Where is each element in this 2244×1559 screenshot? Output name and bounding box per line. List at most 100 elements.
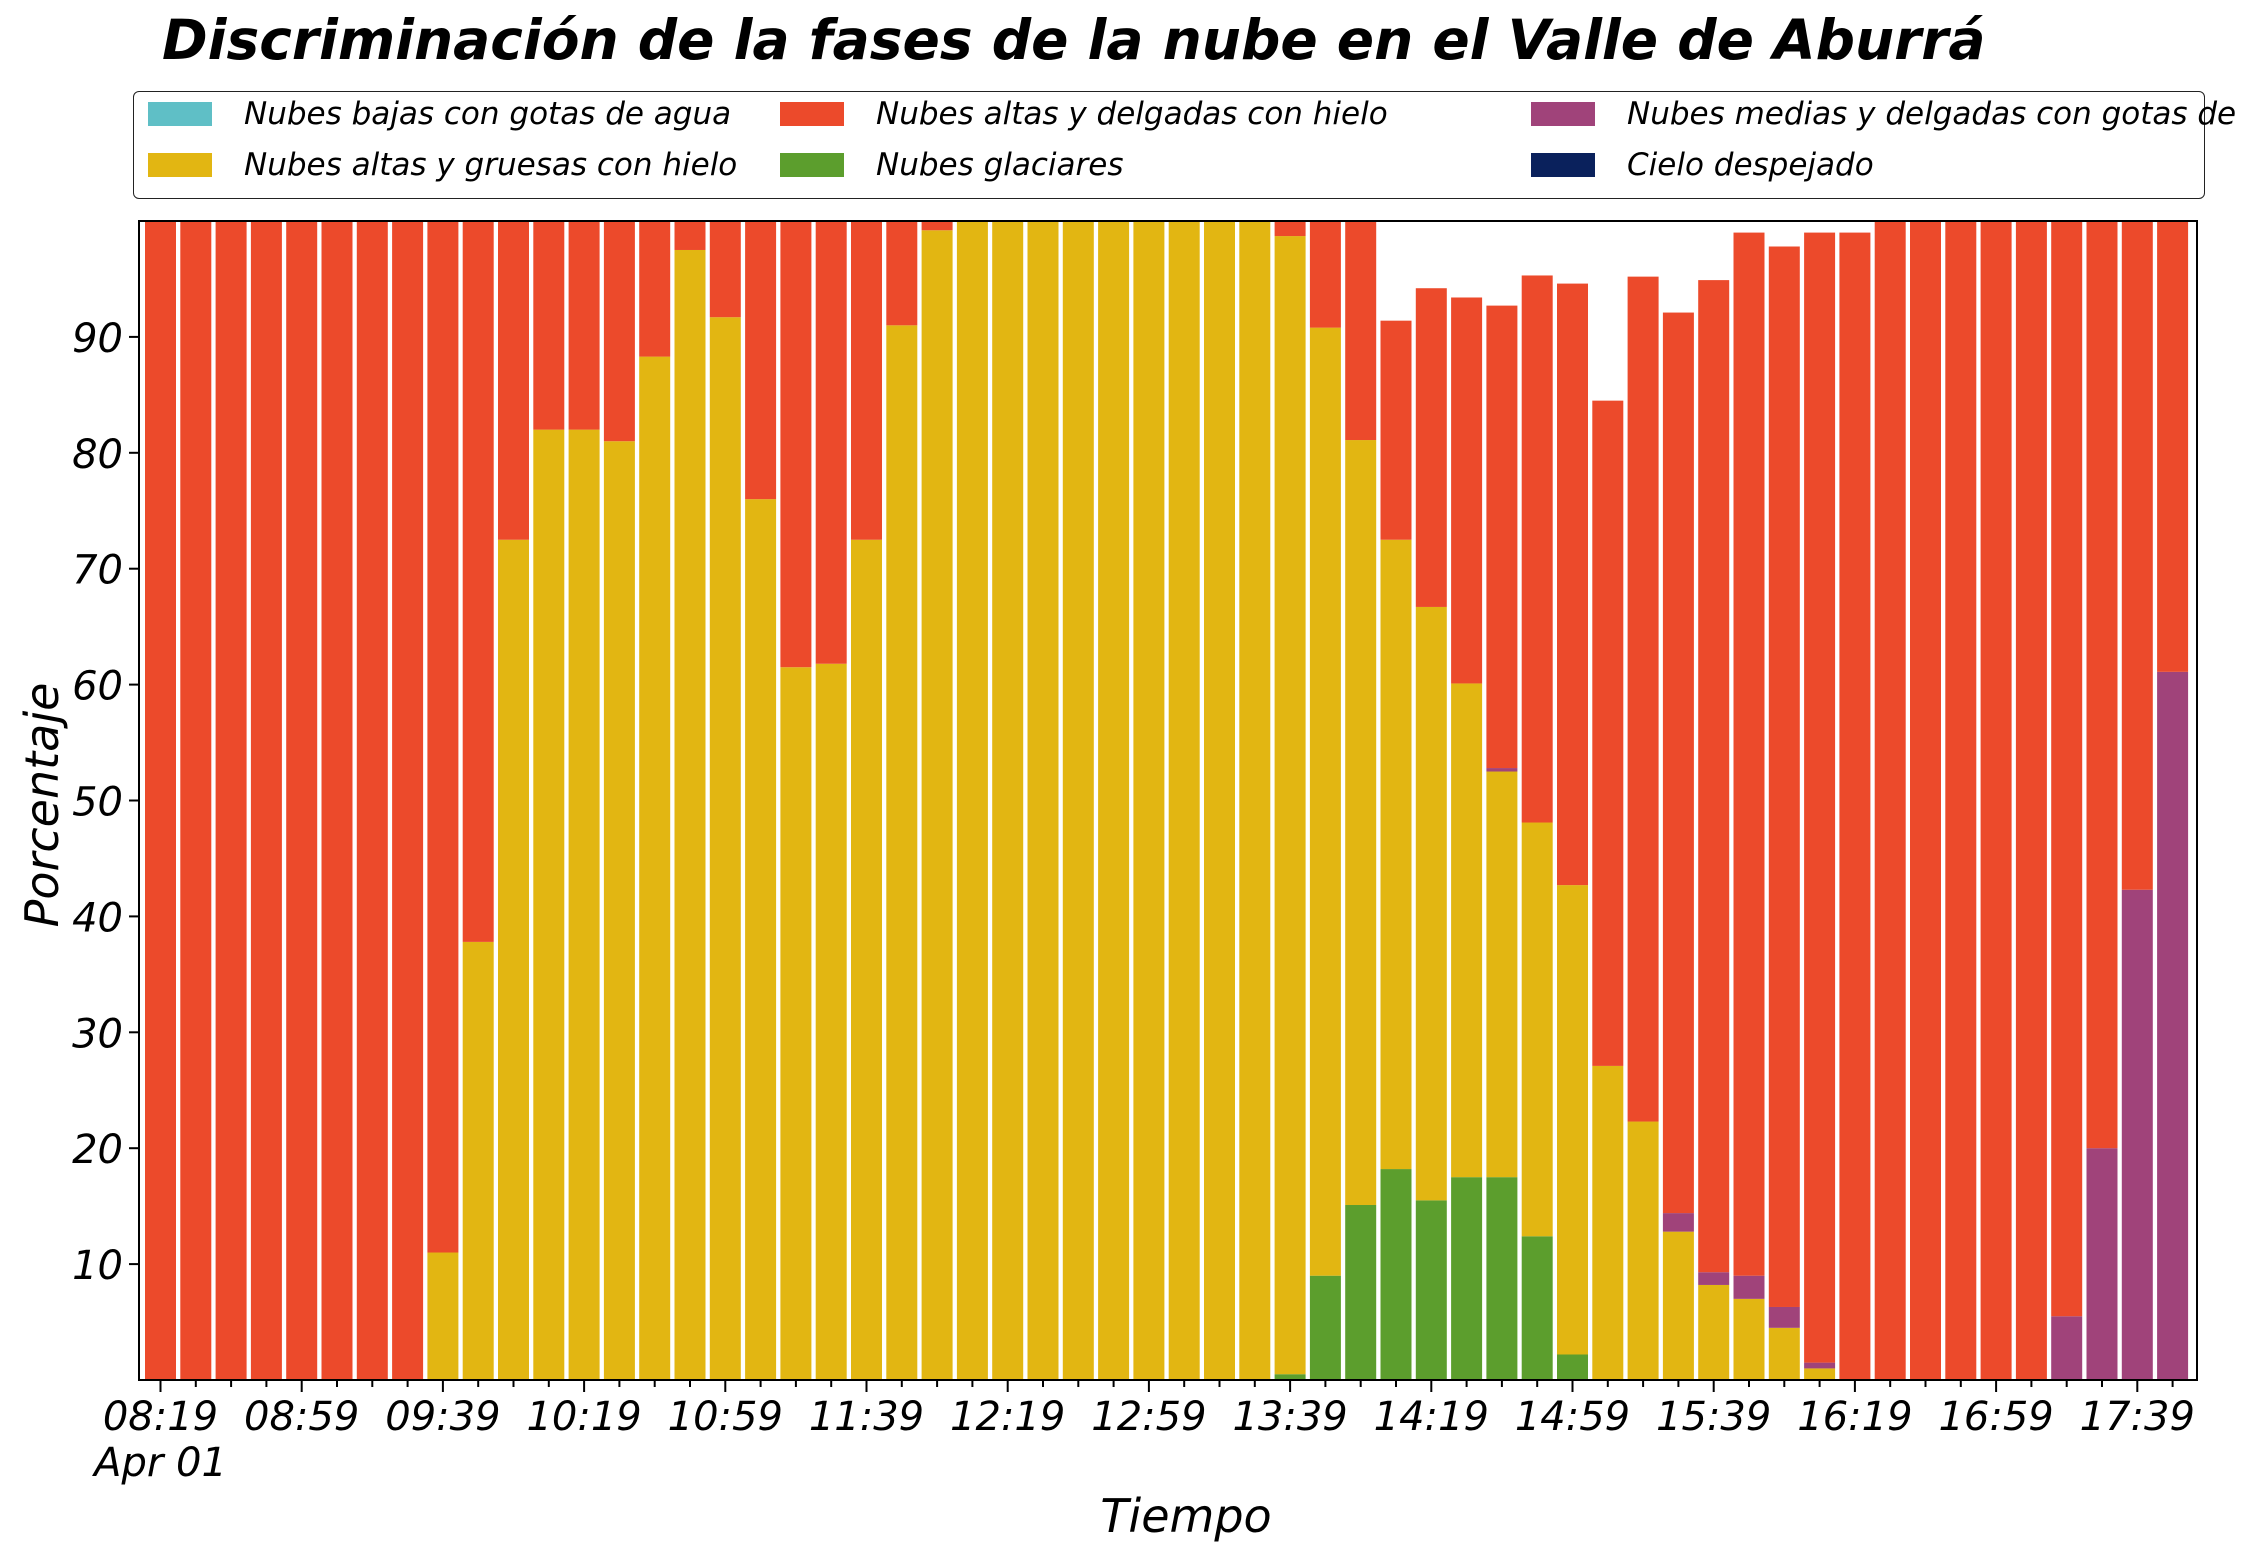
bar-nubes-altas-y-delgadas-con-hielo-0819 (145, 221, 176, 1380)
legend-item-nubes-glaciares: Nubes glaciares (780, 145, 1124, 185)
bar-nubes-altas-y-gruesas-con-hielo-1339 (1274, 236, 1306, 1375)
bar-nubes-altas-y-gruesas-con-hielo-1239 (1062, 221, 1094, 1380)
chart-legend: Nubes bajas con gotas de agua Nubes altas… (133, 91, 2244, 199)
bar-nubes-altas-y-delgadas-con-hielo-1659 (1980, 221, 2012, 1380)
bar-nubes-altas-y-gruesas-con-hielo-1119 (780, 667, 812, 1380)
y-tick-label: 10 (72, 1243, 123, 1289)
bar-nubes-medias-y-delgadas-con-gotas-de-agua-1559 (1768, 1306, 1800, 1328)
legend-swatch (1531, 102, 1595, 126)
x-tick-label: 14:59 (1515, 1394, 1630, 1440)
legend-item-nubes-altas-y-delgadas-con-hielo: Nubes altas y delgadas con hielo (780, 94, 1388, 134)
bar-nubes-altas-y-delgadas-con-hielo-1539 (1698, 280, 1730, 1273)
bar-nubes-altas-y-delgadas-con-hielo-1359 (1345, 221, 1377, 441)
x-tick-label: 09:39 (385, 1394, 500, 1440)
bar-nubes-altas-y-delgadas-con-hielo-1519 (1627, 276, 1659, 1122)
bar-nubes-altas-y-delgadas-con-hielo-1029 (603, 221, 635, 442)
legend-item-nubes-bajas-con-gotas-de-agua: Nubes bajas con gotas de agua (148, 94, 731, 134)
bar-nubes-altas-y-delgadas-con-hielo-1039 (639, 221, 671, 357)
bar-nubes-medias-y-delgadas-con-gotas-de-agua-1549 (1733, 1275, 1765, 1299)
bar-nubes-altas-y-delgadas-con-hielo-1059 (709, 221, 741, 318)
bar-nubes-glaciares-1409 (1380, 1169, 1412, 1380)
bar-nubes-altas-y-gruesas-con-hielo-1529 (1662, 1231, 1694, 1380)
bar-nubes-altas-y-delgadas-con-hielo-1509 (1592, 400, 1624, 1066)
x-tick-label: 10:19 (526, 1394, 641, 1440)
bar-nubes-altas-y-gruesas-con-hielo-1059 (709, 317, 741, 1381)
x-tick-label: 15:39 (1656, 1394, 1771, 1440)
bar-nubes-altas-y-gruesas-con-hielo-0939 (427, 1252, 459, 1380)
bar-nubes-medias-y-delgadas-con-gotas-de-agua-1719 (2051, 1316, 2083, 1380)
y-tick-label: 90 (72, 316, 123, 362)
bar-nubes-altas-y-gruesas-con-hielo-1249 (1098, 221, 1130, 1380)
bar-nubes-altas-y-gruesas-con-hielo-1419 (1415, 606, 1447, 1201)
bar-nubes-altas-y-delgadas-con-hielo-1449 (1521, 275, 1553, 823)
chart-title: Discriminación de la fases de la nube en… (162, 8, 1986, 72)
bar-nubes-medias-y-delgadas-con-gotas-de-agua-1749 (2157, 671, 2189, 1380)
bar-nubes-altas-y-delgadas-con-hielo-1709 (2015, 221, 2047, 1380)
x-axis-label: Tiempo (1100, 1489, 1271, 1543)
bar-nubes-altas-y-gruesas-con-hielo-1549 (1733, 1298, 1765, 1380)
bar-nubes-altas-y-delgadas-con-hielo-1649 (1945, 221, 1977, 1380)
bar-nubes-glaciares-1439 (1486, 1177, 1518, 1380)
bar-nubes-altas-y-delgadas-con-hielo-0919 (356, 221, 388, 1380)
y-tick-label: 50 (72, 780, 123, 826)
bar-nubes-altas-y-delgadas-con-hielo-1749 (2157, 221, 2189, 672)
legend-swatch (780, 102, 844, 126)
bar-nubes-altas-y-delgadas-con-hielo-1629 (1874, 221, 1906, 1380)
bar-nubes-altas-y-delgadas-con-hielo-1429 (1451, 297, 1483, 684)
bar-nubes-altas-y-delgadas-con-hielo-1049 (674, 221, 706, 250)
bars-layer (145, 221, 2189, 1381)
bar-nubes-altas-y-delgadas-con-hielo-1609 (1804, 232, 1836, 1363)
bar-nubes-altas-y-delgadas-con-hielo-0839 (215, 221, 247, 1380)
bar-nubes-altas-y-delgadas-con-hielo-1409 (1380, 320, 1412, 540)
legend-label: Nubes medias y delgadas con gotas de agu… (1627, 96, 2244, 132)
bar-nubes-altas-y-gruesas-con-hielo-1149 (886, 325, 918, 1380)
bar-nubes-altas-y-delgadas-con-hielo-1559 (1768, 246, 1800, 1307)
legend-item-nubes-medias-y-delgadas-con-gotas-de-agua: Nubes medias y delgadas con gotas de agu… (1531, 94, 2244, 134)
bar-nubes-altas-y-gruesas-con-hielo-1559 (1768, 1327, 1800, 1381)
bar-nubes-altas-y-delgadas-con-hielo-1549 (1733, 232, 1765, 1276)
bar-nubes-altas-y-delgadas-con-hielo-0849 (250, 221, 282, 1380)
bar-nubes-altas-y-gruesas-con-hielo-1209 (956, 221, 988, 1380)
bar-nubes-altas-y-delgadas-con-hielo-1619 (1839, 232, 1871, 1381)
legend-label: Nubes altas y delgadas con hielo (876, 96, 1388, 132)
bar-nubes-altas-y-gruesas-con-hielo-1259 (1133, 221, 1165, 1380)
y-tick-label: 30 (72, 1011, 123, 1057)
x-tick-label: 17:39 (2080, 1394, 2195, 1440)
bar-nubes-glaciares-1429 (1451, 1177, 1483, 1380)
bar-nubes-altas-y-delgadas-con-hielo-1019 (568, 221, 600, 430)
bar-nubes-glaciares-1449 (1521, 1236, 1553, 1380)
bar-nubes-altas-y-delgadas-con-hielo-1719 (2051, 221, 2083, 1317)
bar-nubes-altas-y-delgadas-con-hielo-0949 (462, 221, 494, 942)
bar-nubes-altas-y-gruesas-con-hielo-1159 (921, 230, 953, 1380)
bar-nubes-altas-y-gruesas-con-hielo-1359 (1345, 440, 1377, 1205)
legend-label: Nubes altas y gruesas con hielo (244, 147, 738, 183)
bar-nubes-altas-y-delgadas-con-hielo-1349 (1309, 221, 1341, 328)
legend-label: Nubes glaciares (876, 147, 1124, 183)
bar-nubes-altas-y-delgadas-con-hielo-0929 (392, 221, 424, 1380)
x-tick-label: 12:59 (1091, 1394, 1206, 1440)
y-axis-label: Porcentaje (15, 683, 69, 928)
bar-nubes-altas-y-delgadas-con-hielo-0959 (498, 221, 529, 540)
y-tick-label: 60 (72, 664, 123, 710)
bar-nubes-altas-y-delgadas-con-hielo-0859 (286, 221, 318, 1380)
bar-nubes-altas-y-gruesas-con-hielo-1229 (1027, 221, 1059, 1380)
x-tick-label: 13:39 (1232, 1394, 1347, 1440)
bar-nubes-altas-y-delgadas-con-hielo-1439 (1486, 305, 1518, 769)
bar-nubes-altas-y-gruesas-con-hielo-1329 (1239, 221, 1271, 1380)
y-axis: 10 20 30 40 50 60 70 80 90 (72, 316, 139, 1289)
bar-nubes-altas-y-delgadas-con-hielo-1339 (1274, 221, 1306, 237)
bar-nubes-altas-y-gruesas-con-hielo-1609 (1804, 1368, 1836, 1380)
legend-swatch (1531, 153, 1595, 177)
bar-nubes-altas-y-gruesas-con-hielo-1019 (568, 429, 600, 1380)
bar-nubes-medias-y-delgadas-con-gotas-de-agua-1539 (1698, 1272, 1730, 1285)
bar-nubes-altas-y-delgadas-con-hielo-1129 (815, 221, 847, 664)
bar-nubes-medias-y-delgadas-con-gotas-de-agua-1739 (2121, 889, 2153, 1380)
bar-nubes-altas-y-delgadas-con-hielo-0939 (427, 221, 459, 1253)
x-tick-label: 11:39 (809, 1394, 924, 1440)
bar-nubes-altas-y-delgadas-con-hielo-1529 (1662, 312, 1694, 1214)
bar-nubes-altas-y-gruesas-con-hielo-1519 (1627, 1121, 1659, 1380)
x-tick-label: 08:19 (103, 1394, 218, 1440)
bar-nubes-altas-y-gruesas-con-hielo-1309 (1168, 221, 1200, 1380)
legend-item-cielo-despejado: Cielo despejado (1531, 145, 1874, 185)
x-tick-label: 14:19 (1374, 1394, 1489, 1440)
